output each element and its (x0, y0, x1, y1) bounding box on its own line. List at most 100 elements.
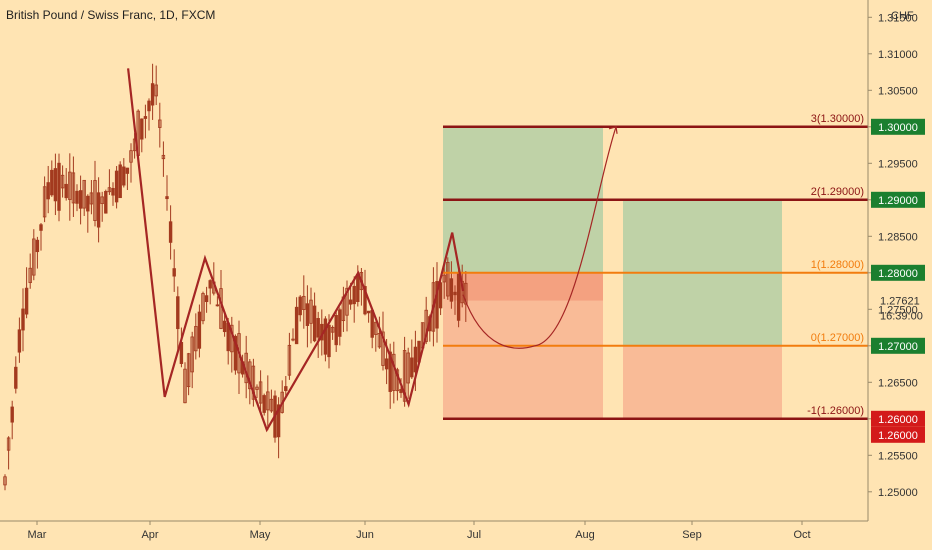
candle-body (233, 335, 238, 371)
candle-body (251, 365, 256, 400)
price-tag-129-bg (871, 191, 925, 208)
candle-body (50, 169, 54, 196)
last-price-label: 1.27621 (880, 295, 920, 307)
candle-body (190, 336, 194, 373)
price-tick-label: 1.28500 (878, 231, 918, 243)
candle-body (374, 321, 378, 335)
fib-level-label: 0(1.27000) (811, 332, 864, 344)
time-tick-label: Sep (682, 529, 702, 541)
price-tag-128: 1.28000 (878, 268, 918, 280)
candle-body (392, 353, 396, 391)
candle-body (255, 386, 259, 390)
candle-body (266, 391, 270, 411)
candle-body (327, 324, 331, 358)
candle-body (75, 190, 79, 204)
fib-level-label: 2(1.29000) (811, 186, 864, 198)
candle-body (309, 299, 313, 324)
candle-body (17, 329, 22, 353)
candle-body (345, 287, 349, 316)
candle-body (161, 154, 166, 160)
candle-body (363, 286, 367, 315)
candle-body (143, 116, 148, 119)
projection-path[interactable] (462, 126, 617, 349)
time-tick-label: Aug (575, 529, 595, 541)
candle-body (204, 295, 209, 303)
time-tick-label: Jun (356, 529, 374, 541)
price-tick-label: 1.25500 (878, 450, 918, 462)
candle-body (276, 404, 281, 438)
fib-level-label: -1(1.26000) (807, 405, 864, 417)
candle-body (114, 170, 119, 203)
candle-body (410, 357, 414, 378)
price-tick-label: 1.29500 (878, 158, 918, 170)
candle-body (269, 398, 274, 412)
candle-body (402, 350, 407, 402)
candle-body (298, 296, 302, 316)
price-tag-127: 1.27000 (878, 341, 918, 353)
price-tick-label: 1.30500 (878, 85, 918, 97)
candle-body (60, 174, 65, 189)
price-tag-129: 1.29000 (878, 195, 918, 207)
candle-body (172, 268, 176, 277)
price-tick-label: 1.26500 (878, 377, 918, 389)
candle-body (330, 326, 335, 333)
candle-body (186, 353, 191, 388)
candle-body (381, 331, 385, 366)
candle-body (176, 296, 180, 330)
candle-body (165, 196, 169, 200)
candle-body (122, 166, 126, 186)
candle-body (291, 338, 295, 341)
candle-body (82, 179, 86, 209)
candle-body (453, 291, 457, 296)
candle-body (125, 167, 130, 174)
price-tick-label: 1.31500 (878, 12, 918, 24)
candle-body (323, 318, 328, 355)
candle-body (294, 306, 299, 345)
price-tag-126: 1.26000 (878, 414, 918, 426)
candle-body (464, 282, 468, 305)
candle-body (71, 172, 76, 204)
candle-body (215, 304, 220, 307)
candle-body (359, 272, 364, 291)
candle-body (104, 191, 108, 214)
candle-body (147, 100, 151, 112)
candle-body (6, 437, 11, 451)
price-tick-label: 1.25000 (878, 487, 918, 499)
candle-body (39, 224, 43, 231)
projection-arrowhead (608, 126, 618, 134)
candle-body (89, 192, 94, 205)
candle-body (208, 280, 212, 289)
candle-body (338, 309, 342, 337)
time-tick-label: Oct (793, 529, 810, 541)
candle-body (284, 386, 288, 391)
price-tag-stop: 1.26000 (878, 430, 918, 442)
candle-body (107, 187, 112, 193)
fib-level-label: 3(1.30000) (811, 113, 864, 125)
candle-body (154, 84, 158, 97)
bar-countdown-label: 16:39:00 (880, 310, 923, 322)
time-tick-label: Jul (467, 529, 481, 541)
candle-body (158, 119, 162, 128)
candle-body (388, 351, 392, 392)
candle-body (21, 308, 25, 331)
candle-body (413, 346, 418, 373)
candle-body (86, 195, 90, 212)
candle-body (348, 299, 353, 305)
candle-body (316, 318, 320, 338)
candle-body (258, 381, 263, 404)
candle-body (446, 261, 450, 297)
time-tick-label: Mar (28, 529, 47, 541)
candle-body (150, 83, 155, 106)
candle-body (384, 358, 389, 370)
candle-body (366, 310, 371, 314)
zigzag-pattern[interactable] (127, 68, 465, 433)
candle-body (334, 315, 338, 346)
candle-body (438, 282, 443, 309)
entry-zone-1 (453, 272, 603, 301)
price-tick-label: 1.27500 (878, 304, 918, 316)
candle-body (129, 150, 133, 163)
candle-body (78, 190, 83, 209)
candle-body (442, 274, 446, 283)
candle-body (201, 293, 205, 322)
